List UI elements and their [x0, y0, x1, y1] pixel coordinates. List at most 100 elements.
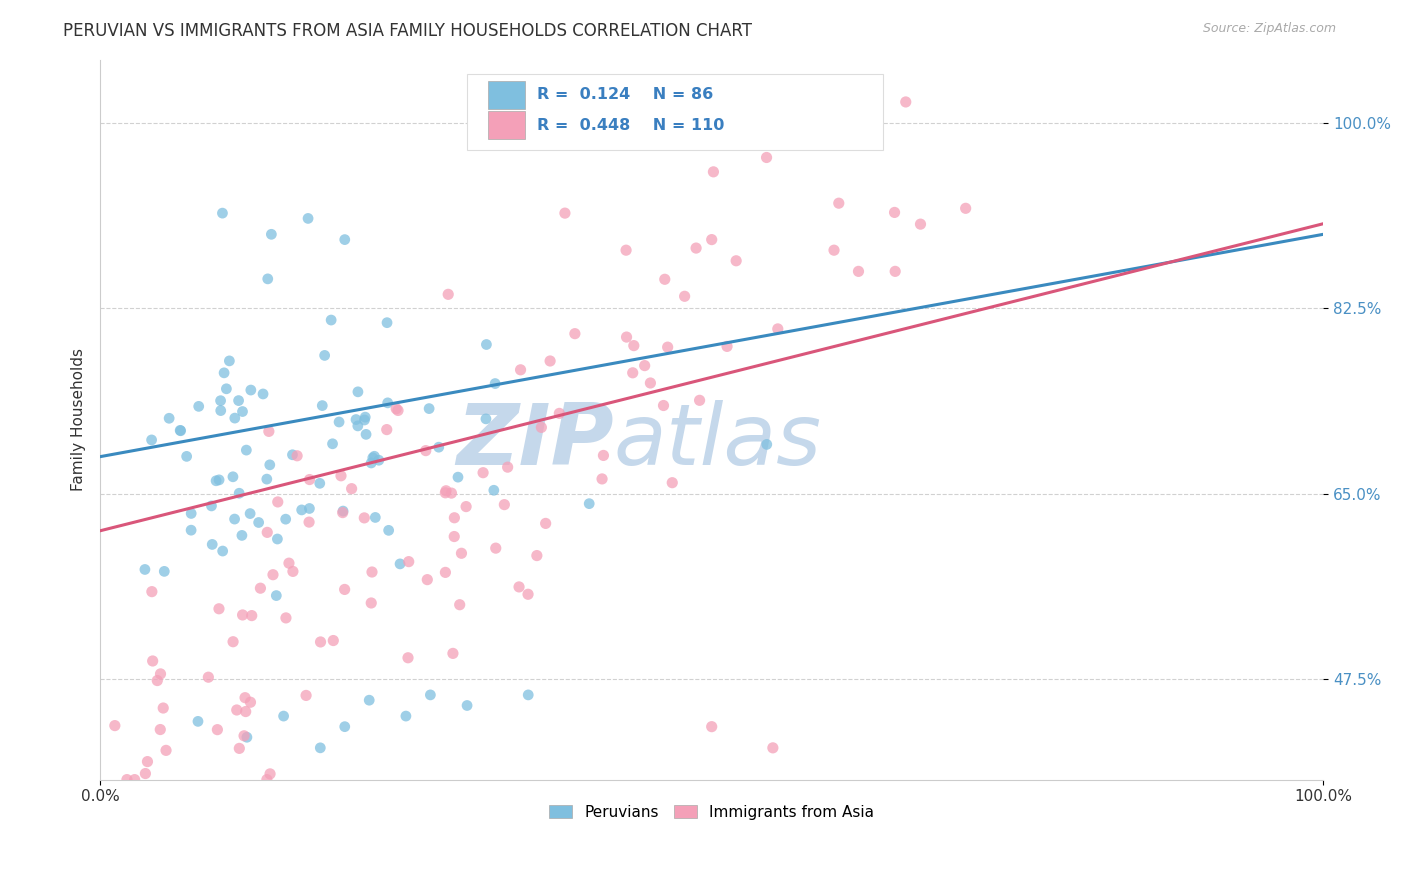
Point — [308, 476, 330, 491]
Point — [449, 598, 471, 612]
Text: Source: ZipAtlas.com: Source: ZipAtlas.com — [1202, 22, 1336, 36]
Point — [375, 423, 398, 437]
Point — [755, 151, 778, 165]
Point — [321, 313, 343, 327]
Point — [142, 654, 165, 668]
Point — [136, 755, 159, 769]
Point — [257, 425, 280, 439]
Point — [311, 399, 333, 413]
Point — [456, 500, 478, 514]
Point — [224, 512, 246, 526]
Point — [396, 650, 419, 665]
Point — [482, 483, 505, 498]
Text: PERUVIAN VS IMMIGRANTS FROM ASIA FAMILY HOUSEHOLDS CORRELATION CHART: PERUVIAN VS IMMIGRANTS FROM ASIA FAMILY … — [63, 22, 752, 40]
Point — [359, 693, 381, 707]
Point — [134, 562, 156, 576]
Point — [298, 515, 321, 529]
Point — [443, 530, 465, 544]
Point — [224, 411, 246, 425]
Point — [309, 635, 332, 649]
Point — [211, 206, 233, 220]
Point — [209, 393, 232, 408]
Point — [702, 165, 724, 179]
Point — [233, 729, 256, 743]
Point — [235, 705, 257, 719]
Point — [211, 544, 233, 558]
Point — [375, 316, 398, 330]
Point — [955, 202, 977, 216]
Point — [395, 709, 418, 723]
Point — [278, 556, 301, 570]
Point — [231, 404, 253, 418]
Point — [169, 424, 191, 438]
Text: atlas: atlas — [614, 400, 823, 483]
Point — [222, 470, 245, 484]
Point — [360, 456, 382, 470]
Point — [218, 354, 240, 368]
Point — [475, 337, 498, 351]
Point — [634, 359, 657, 373]
Point — [256, 772, 278, 787]
Point — [496, 460, 519, 475]
Point — [661, 475, 683, 490]
Point — [700, 720, 723, 734]
Point — [361, 450, 384, 465]
Point — [330, 468, 353, 483]
Point — [281, 448, 304, 462]
Point — [640, 376, 662, 390]
Point — [201, 537, 224, 551]
Point — [443, 510, 465, 524]
Point — [208, 601, 231, 615]
Point — [281, 565, 304, 579]
Point — [755, 437, 778, 451]
Point — [249, 581, 271, 595]
Point — [883, 205, 905, 219]
Point — [332, 506, 354, 520]
Point — [389, 557, 412, 571]
Point — [298, 501, 321, 516]
Point — [231, 528, 253, 542]
Point — [716, 339, 738, 353]
Point — [197, 670, 219, 684]
Point — [157, 411, 180, 425]
Point — [233, 690, 256, 705]
Point — [548, 406, 571, 420]
Point — [685, 241, 707, 255]
Point — [333, 233, 356, 247]
Point — [377, 524, 399, 538]
Point — [169, 423, 191, 437]
Point — [419, 688, 441, 702]
Point — [207, 723, 229, 737]
Point — [614, 243, 637, 257]
Point — [228, 741, 250, 756]
Point — [209, 403, 232, 417]
Point — [208, 473, 231, 487]
Point — [333, 720, 356, 734]
Point — [441, 646, 464, 660]
Point — [115, 772, 138, 787]
Point — [340, 482, 363, 496]
Point — [475, 412, 498, 426]
Point — [333, 582, 356, 597]
Point — [295, 689, 318, 703]
Point — [176, 450, 198, 464]
Point — [725, 253, 748, 268]
Point — [621, 366, 644, 380]
Point — [344, 412, 367, 426]
Point — [673, 289, 696, 303]
Point — [180, 507, 202, 521]
Point — [266, 589, 288, 603]
Point — [689, 393, 711, 408]
Point — [260, 227, 283, 242]
Point — [134, 766, 156, 780]
Point — [700, 233, 723, 247]
Point — [534, 516, 557, 531]
Point — [823, 243, 845, 257]
Point — [236, 731, 259, 745]
Point — [416, 573, 439, 587]
Point — [554, 206, 576, 220]
Point — [578, 497, 600, 511]
Point — [762, 740, 785, 755]
Point — [309, 740, 332, 755]
Point — [367, 453, 389, 467]
